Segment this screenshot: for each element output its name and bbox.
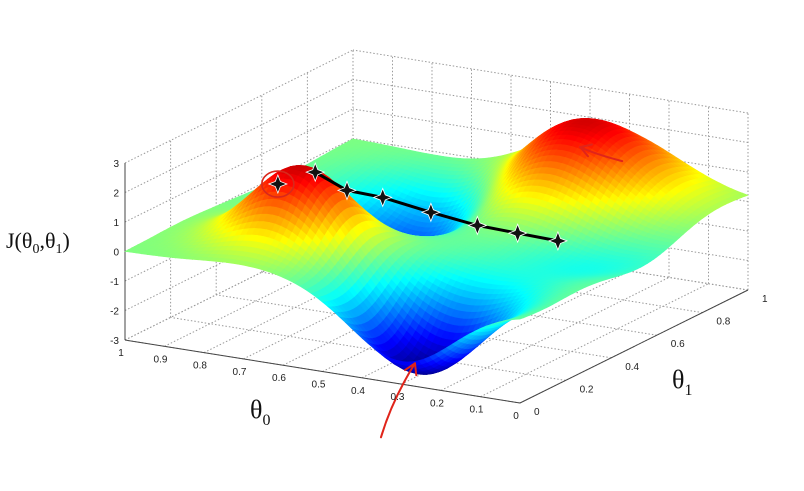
x-axis-line: [124, 339, 521, 404]
grid-line: [124, 49, 354, 164]
x-tick-label: 0.2: [430, 398, 444, 409]
z-label-base: J(: [6, 228, 22, 253]
cost-surface: [124, 118, 749, 375]
z-tick-label: -3: [110, 336, 119, 347]
x-tick-label: 1: [118, 348, 124, 359]
y-axis-line: [519, 289, 749, 404]
grid-line: [124, 108, 354, 223]
z-tick-label: -1: [110, 277, 119, 288]
z-label-sub0: 0: [32, 242, 39, 257]
z-tick-label: 1: [113, 218, 119, 229]
grid-line: [352, 49, 749, 114]
z-tick-label: 0: [113, 248, 119, 259]
y-tick-label: 0.4: [625, 362, 639, 373]
grid-line: [124, 79, 354, 193]
z-label-sub1: 1: [55, 242, 62, 257]
z-axis-label: J(θ0,θ1): [6, 228, 70, 257]
grid-line: [480, 283, 709, 398]
z-tick-label: -2: [110, 307, 119, 318]
x-tick-label: 0.4: [351, 386, 365, 397]
x-tick-label: 0.6: [272, 373, 286, 384]
y-tick-label: 0.2: [580, 384, 594, 395]
z-label-theta1: θ: [45, 228, 56, 253]
z-tick-label: 3: [113, 159, 119, 170]
x-tick-label: 0.5: [312, 380, 326, 391]
z-tick-label: 2: [113, 189, 119, 200]
grid-line: [170, 316, 566, 381]
y-tick-label: 1: [762, 294, 768, 305]
y-tick-label: 0: [534, 407, 540, 418]
x-tick-label: 0.7: [233, 367, 247, 378]
x-tick-label: 0: [513, 411, 519, 422]
grid-line: [440, 276, 670, 391]
x-tick-label: 0.3: [391, 392, 405, 403]
grid-line: [164, 232, 393, 347]
x-tick-label: 0.9: [154, 354, 168, 365]
z-label-theta0: θ: [22, 228, 33, 253]
x-tick-label: 0.8: [193, 361, 207, 372]
y-tick-label: 0.6: [671, 339, 685, 350]
y-tick-label: 0.8: [716, 317, 730, 328]
x-tick-label: 0.1: [470, 405, 484, 416]
grid-line: [124, 226, 354, 341]
